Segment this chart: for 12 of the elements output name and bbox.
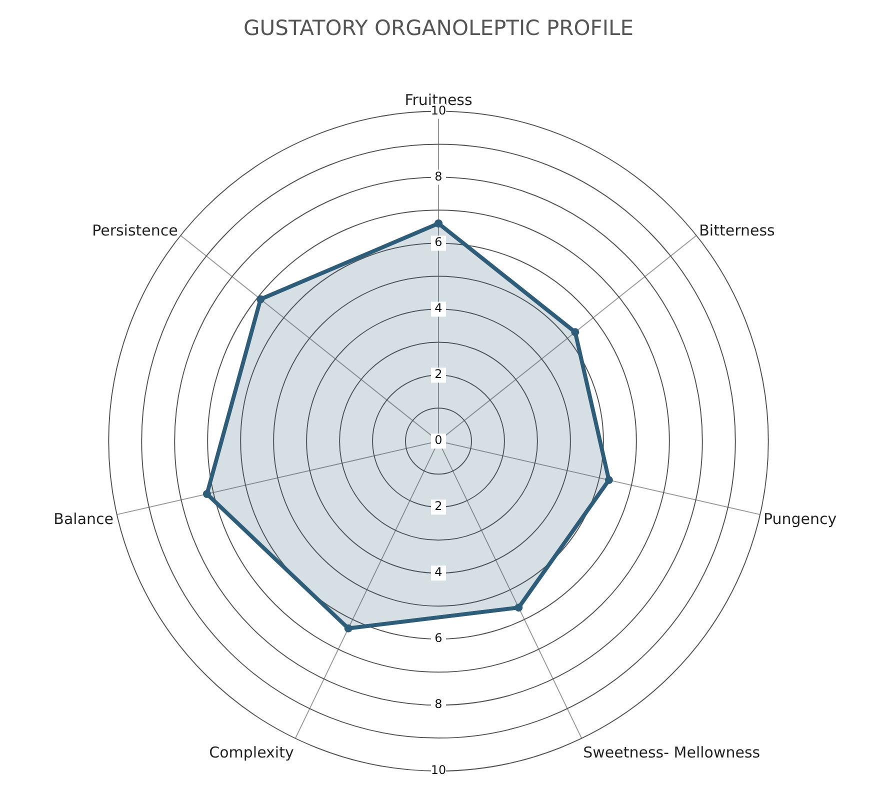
chart-title: GUSTATORY ORGANOLEPTIC PROFILE bbox=[243, 16, 634, 40]
spoke-label: Balance bbox=[54, 510, 114, 528]
spoke-label: Bitterness bbox=[699, 222, 776, 240]
y-tick-label: 0 bbox=[434, 433, 442, 448]
spoke-label: Sweetness- Mellowness bbox=[583, 743, 760, 762]
y-tick-label: 4 bbox=[434, 301, 442, 316]
y-tick-label: 8 bbox=[434, 169, 442, 184]
spoke-label: Persistence bbox=[92, 222, 178, 240]
spoke-label: Pungency bbox=[763, 510, 837, 528]
y-tick-label: 6 bbox=[434, 235, 442, 250]
y-tick-label: 2 bbox=[434, 367, 442, 382]
spoke-label: Complexity bbox=[209, 743, 294, 762]
